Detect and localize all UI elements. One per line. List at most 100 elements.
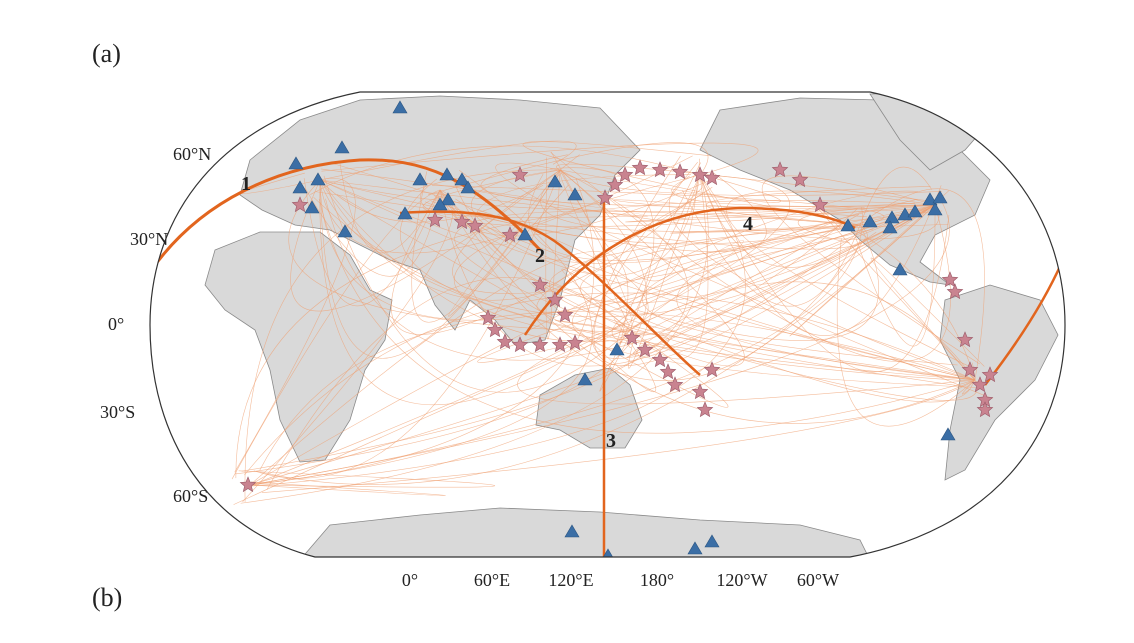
wave-arc	[249, 178, 595, 486]
wave-arc	[616, 240, 744, 331]
event-star	[691, 166, 709, 183]
wave-arc	[626, 204, 936, 358]
wave-arc	[550, 151, 633, 331]
event-star	[651, 351, 669, 368]
wave-arc	[726, 190, 976, 370]
wave-arc	[556, 163, 935, 202]
wave-arc	[310, 145, 701, 195]
wave-arc	[303, 178, 441, 307]
wave-arc	[559, 169, 781, 203]
wave-arc	[323, 175, 631, 393]
path-label: 4	[743, 213, 753, 235]
station-triangle	[892, 262, 908, 276]
arc-group	[231, 140, 993, 505]
wave-arc	[699, 174, 950, 373]
wave-arc	[319, 179, 842, 321]
wave-arc	[706, 185, 931, 226]
latitude-label: 30°S	[100, 402, 135, 422]
station-triangle	[927, 202, 943, 216]
wave-arc	[761, 175, 980, 365]
marker-group	[239, 100, 999, 557]
event-star	[239, 476, 257, 493]
wave-arc	[859, 232, 976, 381]
latitude-label: 30°N	[130, 229, 168, 249]
wave-arc	[319, 179, 628, 405]
event-star	[636, 341, 654, 358]
station-triangle	[932, 190, 948, 204]
wave-arc	[962, 379, 976, 395]
wave-arc	[424, 201, 976, 381]
station-triangle	[292, 180, 308, 194]
path-label: 2	[535, 245, 545, 267]
wave-arc	[325, 198, 936, 361]
station-triangle	[547, 174, 563, 188]
event-star	[616, 166, 634, 183]
latitude-label: 0°	[108, 314, 124, 334]
event-star	[291, 196, 309, 213]
event-star	[623, 329, 641, 346]
wave-arc	[290, 154, 580, 312]
event-star	[631, 159, 649, 176]
wave-arc	[545, 157, 561, 340]
station-triangle	[907, 204, 923, 218]
event-star	[971, 376, 989, 393]
event-star	[531, 276, 549, 293]
event-star	[596, 189, 614, 206]
station-triangle	[334, 140, 350, 154]
wave-arc	[836, 238, 976, 427]
path-label: 1	[241, 173, 251, 195]
station-triangle	[440, 192, 456, 206]
wave-arc	[249, 207, 863, 486]
event-star	[486, 321, 504, 338]
wave-arc	[234, 178, 356, 473]
station-triangle	[884, 210, 900, 224]
wave-arc	[319, 179, 983, 383]
longitude-label: 0°	[402, 570, 418, 590]
station-triangle	[397, 206, 413, 220]
label-group: 60°N 30°N 0° 30°S 60°S 0° 60°E 120°E 180° 120°W 60…	[100, 144, 839, 590]
station-triangle	[600, 548, 616, 557]
path-label: 3	[606, 430, 616, 452]
wave-arc	[261, 379, 976, 493]
station-triangle	[304, 200, 320, 214]
wave-arc	[233, 204, 936, 505]
wave-arc	[313, 196, 936, 318]
wave-arc	[321, 142, 759, 176]
wave-arc	[453, 174, 701, 343]
wave-arc	[633, 204, 936, 355]
event-star	[941, 271, 959, 288]
event-star	[791, 171, 809, 188]
event-star	[566, 334, 584, 351]
station-triangle	[288, 156, 304, 170]
station-triangle	[460, 180, 476, 194]
wave-arc	[288, 179, 628, 333]
wave-arc	[319, 179, 975, 403]
wave-arc	[480, 154, 936, 208]
event-star	[531, 336, 549, 353]
path-group	[150, 158, 1064, 557]
wave-arc	[572, 204, 984, 389]
wave-arc	[318, 199, 976, 434]
wave-arc	[266, 277, 631, 490]
longitude-label: 120°E	[548, 570, 593, 590]
event-star	[976, 401, 994, 418]
station-triangle	[704, 534, 720, 548]
station-triangle	[392, 100, 408, 114]
wave-arc	[336, 194, 729, 408]
wave-arc	[628, 204, 936, 349]
longitude-label: 60°W	[797, 570, 839, 590]
station-triangle	[940, 427, 956, 441]
wave-arc	[682, 190, 861, 307]
wave-arc	[452, 186, 940, 240]
event-star	[956, 331, 974, 348]
wave-arc	[628, 174, 701, 369]
station-triangle	[412, 172, 428, 186]
wave-arc	[420, 183, 936, 228]
map-frame	[149, 91, 1066, 558]
wave-arc	[249, 200, 950, 486]
station-triangle	[862, 214, 878, 228]
wave-arc	[642, 224, 958, 366]
wave-arc	[522, 141, 861, 226]
event-star	[703, 361, 721, 378]
wave-arc	[453, 205, 976, 424]
